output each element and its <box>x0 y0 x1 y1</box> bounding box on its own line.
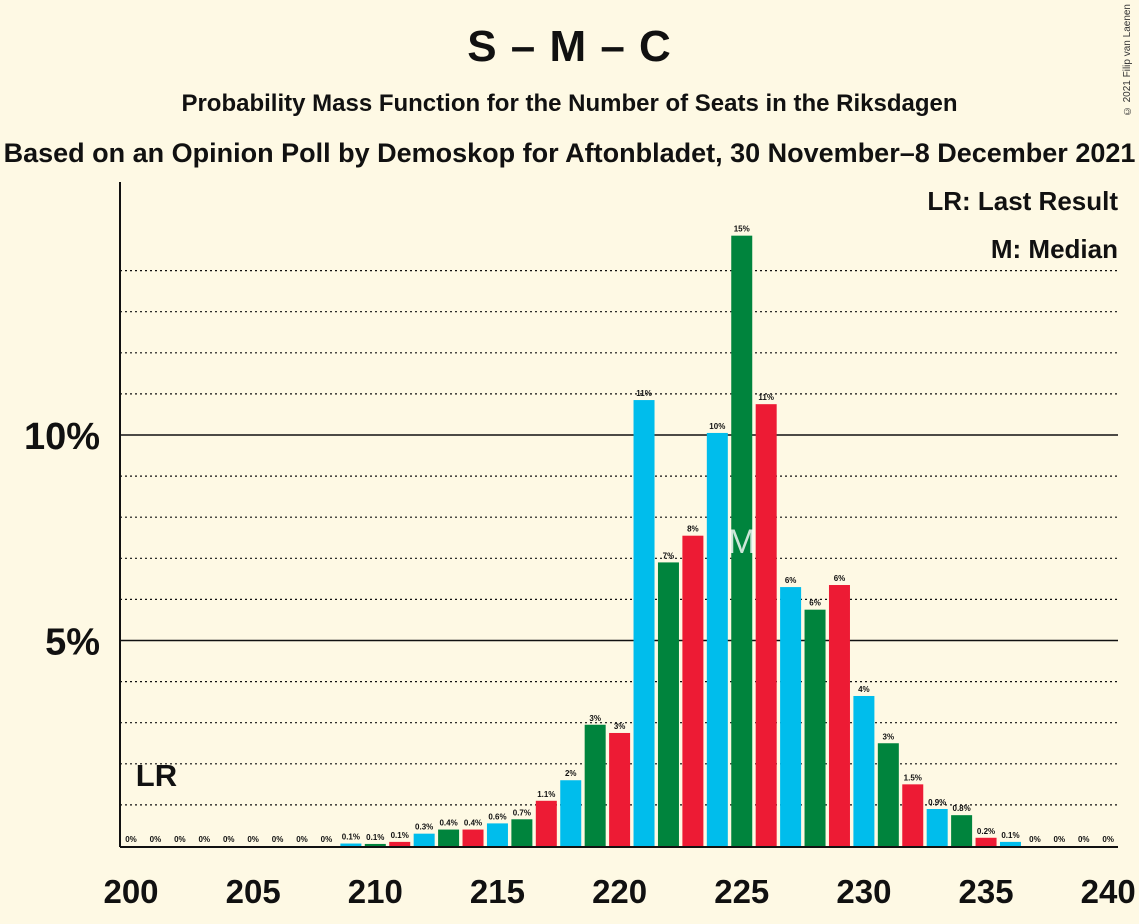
bar <box>731 235 753 847</box>
bar <box>584 724 606 846</box>
data-label: 0% <box>1054 835 1066 844</box>
data-label: 0% <box>247 835 259 844</box>
data-label: 0% <box>1102 835 1114 844</box>
x-tick-label: 215 <box>470 873 525 910</box>
bar <box>340 843 362 846</box>
x-tick-label: 225 <box>714 873 769 910</box>
data-label: 0.6% <box>488 812 506 821</box>
legend-median: M: Median <box>990 234 1118 264</box>
data-label: 0.4% <box>439 819 457 828</box>
last-result-marker: LR <box>136 758 177 793</box>
data-label: 0% <box>223 835 235 844</box>
data-label: 15% <box>734 225 750 234</box>
bar <box>902 784 924 846</box>
data-label: 0.1% <box>366 833 384 842</box>
data-label: 6% <box>809 599 821 608</box>
bar <box>486 823 508 846</box>
y-tick-label: 10% <box>24 416 100 458</box>
data-label: 0% <box>1029 835 1041 844</box>
data-label: 2% <box>565 769 577 778</box>
x-tick-label: 210 <box>348 873 403 910</box>
data-label: 0.1% <box>391 831 409 840</box>
data-label: 3% <box>883 732 895 741</box>
bar <box>755 404 777 846</box>
bar <box>682 535 704 846</box>
data-label: 3% <box>614 722 626 731</box>
x-tick-label: 230 <box>836 873 891 910</box>
data-label: 11% <box>636 389 652 398</box>
bar <box>389 841 411 846</box>
x-tick-label: 240 <box>1081 873 1136 910</box>
bar <box>999 841 1021 846</box>
data-label: 1.1% <box>537 790 555 799</box>
data-label: 0.7% <box>513 808 531 817</box>
x-tick-label: 200 <box>103 873 158 910</box>
chart-subtitle: Probability Mass Function for the Number… <box>181 90 958 117</box>
bar <box>780 587 802 846</box>
bar <box>609 732 631 846</box>
chart-title: S – M – C <box>467 22 672 71</box>
data-label: 0.3% <box>415 823 433 832</box>
data-label: 0% <box>1078 835 1090 844</box>
bar <box>633 400 655 846</box>
data-label: 0.1% <box>1001 831 1019 840</box>
data-label: 10% <box>709 422 725 431</box>
bar <box>657 562 679 846</box>
data-label: 4% <box>858 685 870 694</box>
data-label: 6% <box>834 574 846 583</box>
data-label: 1.5% <box>904 773 922 782</box>
bar <box>828 585 850 846</box>
data-label: 0% <box>321 835 333 844</box>
bar <box>926 809 948 846</box>
bar <box>511 819 533 846</box>
data-label: 0% <box>296 835 308 844</box>
bar <box>462 829 484 846</box>
bar <box>535 800 557 846</box>
bar <box>706 432 728 846</box>
bar <box>975 837 997 846</box>
bar <box>853 695 875 846</box>
data-label: 0.1% <box>342 833 360 842</box>
data-label: 11% <box>758 393 774 402</box>
bar <box>804 609 826 846</box>
bar <box>413 833 435 846</box>
data-label: 0.2% <box>977 827 995 836</box>
legend-last-result: LR: Last Result <box>927 186 1118 216</box>
data-label: 7% <box>663 551 675 560</box>
median-marker: M <box>728 523 756 561</box>
data-label: 6% <box>785 576 797 585</box>
bar <box>560 780 582 846</box>
data-label: 0% <box>150 835 162 844</box>
data-label: 0.9% <box>928 798 946 807</box>
bar <box>364 843 386 846</box>
data-label: 0.4% <box>464 819 482 828</box>
data-label: 0.8% <box>953 804 971 813</box>
bar <box>877 743 899 846</box>
data-label: 3% <box>589 714 601 723</box>
data-label: 8% <box>687 525 699 534</box>
chart-source: Based on an Opinion Poll by Demoskop for… <box>3 138 1136 168</box>
x-tick-label: 235 <box>959 873 1014 910</box>
data-label: 0% <box>272 835 284 844</box>
y-tick-label: 5% <box>45 622 100 664</box>
data-label: 0% <box>174 835 186 844</box>
bar <box>438 829 460 846</box>
x-tick-label: 220 <box>592 873 647 910</box>
bar <box>951 815 973 846</box>
x-tick-label: 205 <box>226 873 281 910</box>
data-label: 0% <box>125 835 137 844</box>
data-label: 0% <box>199 835 211 844</box>
